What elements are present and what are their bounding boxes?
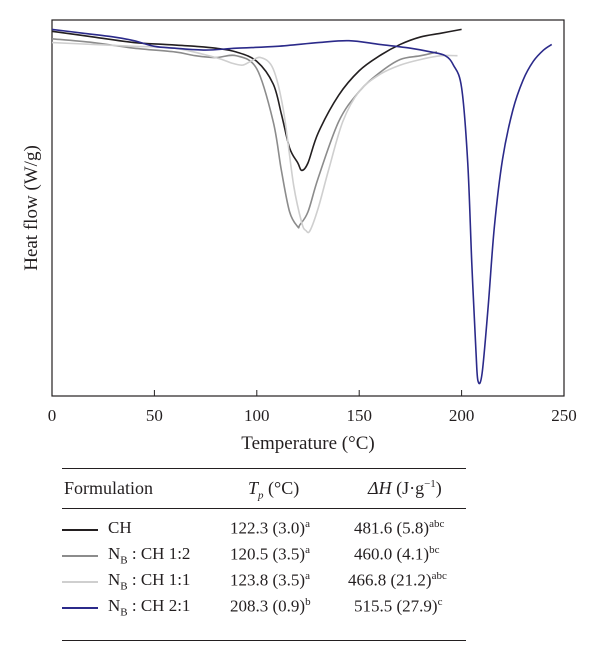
series-line bbox=[51, 41, 458, 234]
series-line bbox=[51, 28, 462, 172]
header-tp: Tp (°C) bbox=[248, 478, 299, 502]
row-tp: 122.3 (3.0)a bbox=[230, 518, 310, 539]
x-tick-label: 150 bbox=[346, 406, 372, 425]
row-formulation: CH bbox=[108, 518, 132, 540]
row-tp: 208.3 (0.9)b bbox=[230, 596, 311, 617]
formulation-base: CH bbox=[108, 518, 132, 537]
x-tick-label: 100 bbox=[244, 406, 270, 425]
table-top-rule bbox=[62, 468, 466, 469]
dh-superscript: bc bbox=[429, 544, 440, 556]
table-row: NB : CH 1:1 123.8 (3.5)a 466.8 (21.2)abc bbox=[62, 570, 466, 596]
formulation-ratio: : CH 1:1 bbox=[127, 570, 191, 589]
legend-swatch bbox=[62, 581, 98, 583]
dh-value: 515.5 (27.9) bbox=[354, 596, 438, 616]
formulation-subscript: B bbox=[120, 580, 128, 593]
row-dh: 466.8 (21.2)abc bbox=[348, 570, 447, 591]
row-dh: 481.6 (5.8)abc bbox=[354, 518, 444, 539]
row-tp: 120.5 (3.5)a bbox=[230, 544, 310, 565]
x-axis-label: Temperature (°C) bbox=[241, 433, 374, 454]
header-formulation: Formulation bbox=[64, 478, 153, 498]
x-tick-label: 200 bbox=[449, 406, 475, 425]
header-tp-symbol: T bbox=[248, 478, 259, 498]
row-dh: 515.5 (27.9)c bbox=[354, 596, 442, 617]
tp-value: 120.5 (3.5) bbox=[230, 544, 306, 564]
header-dh-unit: (J·g bbox=[391, 478, 425, 498]
tp-value: 208.3 (0.9) bbox=[230, 596, 306, 616]
row-dh: 460.0 (4.1)bc bbox=[354, 544, 439, 565]
tp-superscript: a bbox=[305, 570, 310, 582]
row-formulation: NB : CH 1:2 bbox=[108, 544, 190, 566]
row-formulation: NB : CH 1:1 bbox=[108, 570, 190, 592]
header-dh-symbol: ΔH bbox=[368, 478, 392, 498]
legend-swatch bbox=[62, 555, 98, 557]
table-row: CH 122.3 (3.0)a 481.6 (5.8)abc bbox=[62, 518, 466, 544]
dh-superscript: abc bbox=[431, 570, 447, 582]
table-bottom-rule bbox=[62, 640, 466, 641]
row-formulation: NB : CH 2:1 bbox=[108, 596, 190, 618]
dh-value: 466.8 (21.2) bbox=[348, 570, 432, 590]
tp-value: 122.3 (3.0) bbox=[230, 518, 306, 538]
formulation-base: N bbox=[108, 596, 121, 615]
table-row: NB : CH 2:1 208.3 (0.9)b 515.5 (27.9)c bbox=[62, 596, 466, 622]
dh-value: 481.6 (5.8) bbox=[354, 518, 430, 538]
x-tick-label: 50 bbox=[146, 406, 163, 425]
plot-frame bbox=[51, 19, 565, 397]
dh-superscript: c bbox=[437, 596, 443, 608]
table-row: NB : CH 1:2 120.5 (3.5)a 460.0 (4.1)bc bbox=[62, 544, 466, 570]
formulation-subscript: B bbox=[120, 554, 128, 567]
formulation-subscript: B bbox=[120, 606, 128, 619]
x-axis-ticks: 0 50 100 150 200 250 bbox=[48, 390, 577, 425]
dsc-chart: 0 50 100 150 200 250 Temperature (°C) Heat fl… bbox=[21, 19, 577, 454]
formulation-base: N bbox=[108, 544, 121, 563]
legend-swatch bbox=[62, 529, 98, 531]
y-axis-label: Heat flow (W/g) bbox=[21, 145, 42, 271]
tp-superscript: b bbox=[305, 596, 311, 608]
legend-swatch bbox=[62, 607, 98, 609]
header-tp-unit: (°C) bbox=[263, 478, 300, 498]
row-tp: 123.8 (3.5)a bbox=[230, 570, 310, 591]
series-layer bbox=[51, 28, 553, 385]
dh-value: 460.0 (4.1) bbox=[354, 544, 430, 564]
header-dh-exponent: −1 bbox=[424, 478, 436, 490]
tp-value: 123.8 (3.5) bbox=[230, 570, 306, 590]
header-tp-subscript: p bbox=[258, 489, 264, 502]
formulation-ratio: : CH 2:1 bbox=[127, 596, 191, 615]
dh-superscript: abc bbox=[429, 518, 445, 530]
formulation-ratio: : CH 1:2 bbox=[127, 544, 191, 563]
formulation-base: N bbox=[108, 570, 121, 589]
tp-superscript: a bbox=[305, 518, 310, 530]
tp-superscript: a bbox=[305, 544, 310, 556]
x-tick-label: 250 bbox=[551, 406, 577, 425]
header-dh-close: ) bbox=[435, 478, 442, 498]
series-line bbox=[51, 38, 438, 229]
table-header-rule bbox=[62, 508, 466, 509]
header-dh: ΔH (J·g−1) bbox=[368, 478, 442, 499]
x-tick-label: 0 bbox=[48, 406, 57, 425]
series-line bbox=[51, 28, 553, 385]
